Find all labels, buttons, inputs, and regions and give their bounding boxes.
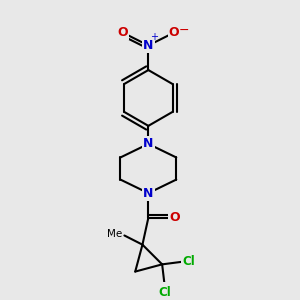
Text: N: N [143, 137, 154, 150]
Text: −: − [178, 24, 189, 37]
Text: O: O [117, 26, 128, 39]
Text: O: O [169, 211, 180, 224]
Text: N: N [143, 39, 154, 52]
Text: +: + [150, 32, 158, 42]
Text: Cl: Cl [182, 255, 195, 268]
Text: Me: Me [107, 229, 122, 239]
Text: Cl: Cl [158, 286, 171, 299]
Text: O: O [169, 26, 179, 39]
Text: N: N [143, 187, 154, 200]
